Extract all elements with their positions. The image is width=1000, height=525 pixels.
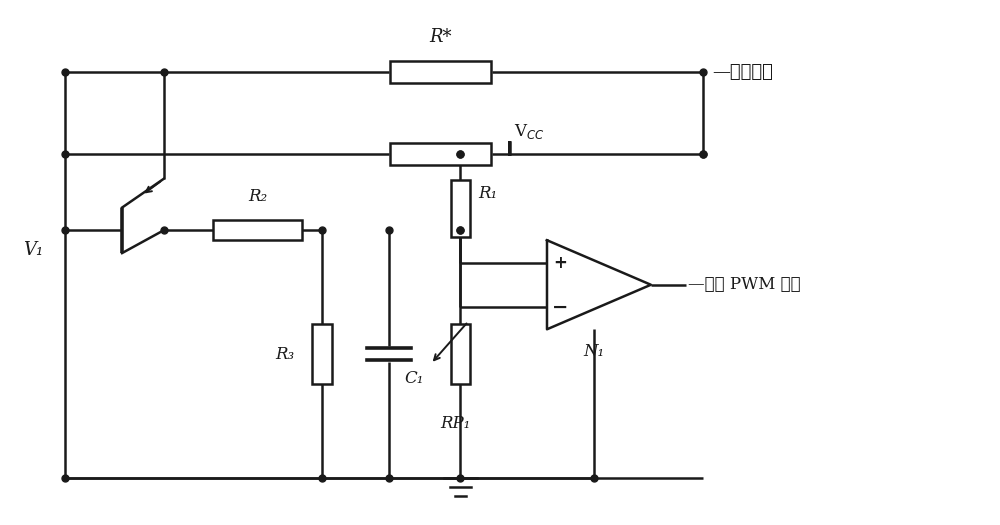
Text: V₁: V₁ (23, 241, 43, 259)
Text: C₁: C₁ (404, 370, 423, 387)
Text: —电源输出: —电源输出 (713, 63, 774, 81)
Text: V$_{CC}$: V$_{CC}$ (514, 122, 544, 141)
Bar (390, 143, 491, 165)
Bar (390, 61, 491, 83)
Text: R₃: R₃ (275, 345, 294, 363)
Bar (451, 324, 470, 384)
Text: R*: R* (429, 28, 452, 46)
Text: +: + (553, 254, 567, 271)
Polygon shape (547, 240, 651, 329)
Text: R₂: R₂ (248, 187, 267, 205)
Text: R₁: R₁ (478, 185, 497, 202)
Text: −: − (552, 298, 568, 317)
Text: N₁: N₁ (583, 343, 605, 360)
Text: RP₁: RP₁ (440, 415, 471, 433)
Bar (312, 324, 332, 384)
Bar (451, 180, 470, 237)
Bar (213, 220, 302, 240)
Text: —控制 PWM 输出: —控制 PWM 输出 (688, 276, 801, 293)
